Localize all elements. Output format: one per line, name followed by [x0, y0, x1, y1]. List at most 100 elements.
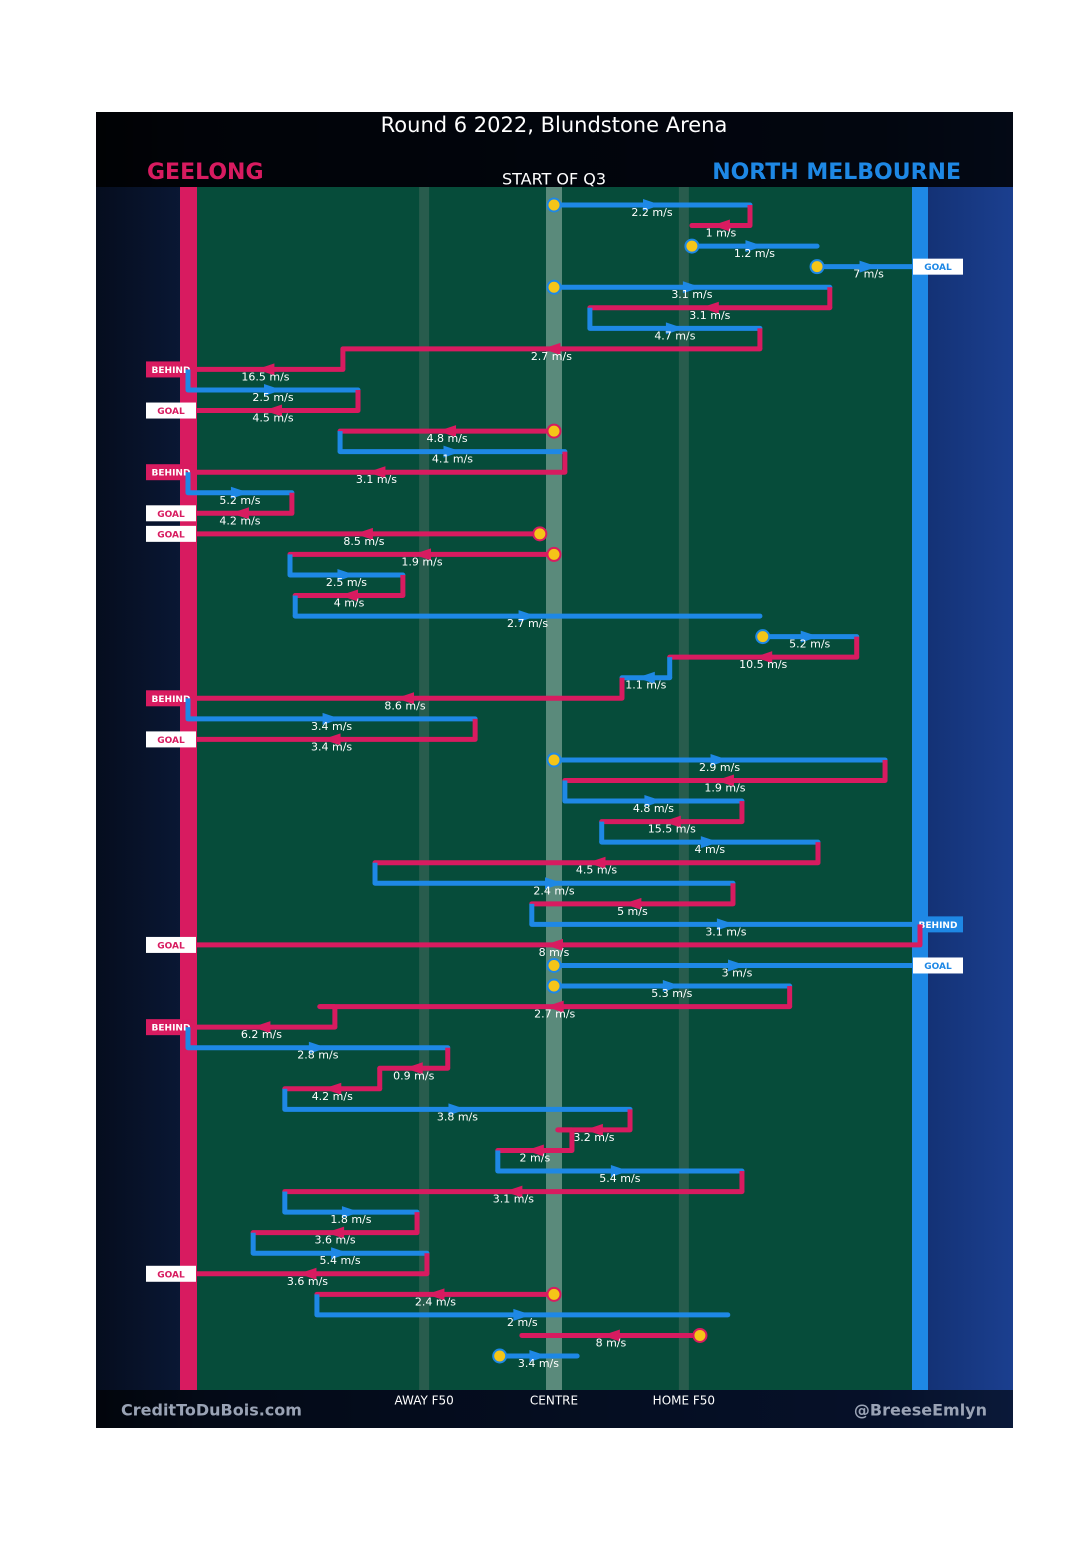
speed-label: 2 m/s	[520, 1151, 551, 1164]
field-line	[678, 187, 689, 1390]
result-box	[146, 731, 196, 748]
x-tick-label: CENTRE	[530, 1394, 578, 1408]
speed-label: 0.9 m/s	[393, 1069, 434, 1082]
speed-label: 5.4 m/s	[319, 1254, 360, 1267]
speed-label: 4.2 m/s	[312, 1090, 353, 1103]
result-box	[146, 525, 196, 542]
chart-title: Round 6 2022, Blundstone Arena	[381, 113, 728, 137]
result-label: GOAL	[157, 510, 185, 520]
team-left: GEELONG	[147, 160, 264, 185]
speed-label: 3.1 m/s	[493, 1193, 534, 1206]
stoppage	[546, 978, 562, 994]
speed-label: 16.5 m/s	[241, 370, 289, 383]
away-goal-bar	[912, 187, 928, 1390]
arrowhead	[340, 589, 359, 602]
speed-label: 6.2 m/s	[241, 1028, 282, 1041]
arrowhead	[331, 1247, 350, 1260]
speed-label: 8.6 m/s	[384, 699, 425, 712]
result-box	[146, 464, 196, 481]
arrowhead	[322, 733, 341, 746]
speed-label: 2 m/s	[507, 1316, 538, 1329]
arrowhead	[636, 671, 655, 684]
speed-label: 2.4 m/s	[533, 884, 574, 897]
stoppage	[546, 752, 562, 768]
result-box	[146, 936, 196, 953]
arrowhead	[413, 548, 432, 561]
arrowhead	[396, 692, 415, 705]
result-box	[146, 505, 196, 522]
stoppage	[546, 1286, 562, 1302]
arrowhead	[644, 795, 663, 808]
stoppage	[546, 546, 562, 562]
arrowhead	[443, 445, 462, 458]
speed-label: 4 m/s	[695, 843, 726, 856]
speed-label: 3 m/s	[722, 966, 753, 979]
stoppage	[684, 238, 700, 254]
result-box	[146, 690, 196, 707]
arrowhead	[308, 1041, 327, 1054]
arrowhead	[367, 466, 386, 479]
speed-label: 15.5 m/s	[648, 823, 696, 836]
speed-label: 3.2 m/s	[573, 1131, 614, 1144]
speed-label: 2.7 m/s	[534, 1008, 575, 1021]
speed-label: 5.2 m/s	[219, 494, 260, 507]
arrowhead	[715, 774, 734, 787]
arrowhead	[745, 240, 764, 253]
arrowhead	[682, 281, 701, 294]
subtitle: START OF Q3	[502, 170, 606, 189]
stoppage	[546, 279, 562, 295]
arrowhead	[584, 1123, 603, 1136]
arrowhead	[587, 856, 606, 869]
speed-label: 4.2 m/s	[219, 514, 260, 527]
speed-label: 4.7 m/s	[654, 329, 695, 342]
result-label: GOAL	[157, 1270, 185, 1280]
arrowhead	[252, 1021, 271, 1034]
arrowhead	[728, 959, 746, 972]
arrowhead	[601, 1329, 620, 1342]
result-label: BEHIND	[152, 1024, 191, 1034]
result-box	[913, 957, 963, 974]
speed-label: 2.2 m/s	[631, 206, 672, 219]
x-tick-label: HOME F50	[653, 1394, 715, 1408]
result-label: BEHIND	[919, 921, 958, 931]
arrowhead	[264, 404, 283, 417]
arrowhead	[754, 651, 773, 664]
arrowhead	[323, 1082, 342, 1095]
speed-label: 3.1 m/s	[705, 925, 746, 938]
result-label: BEHIND	[152, 469, 191, 479]
speed-label: 3.4 m/s	[311, 740, 352, 753]
result-label: BEHIND	[152, 366, 191, 376]
stoppage	[492, 1348, 508, 1364]
field-line	[546, 187, 562, 1390]
speed-label: 3.8 m/s	[437, 1110, 478, 1123]
arrowhead	[711, 219, 730, 232]
arrowhead	[710, 753, 729, 766]
speed-label: 5 m/s	[617, 905, 648, 918]
speed-label: 1 m/s	[706, 227, 737, 240]
result-label: GOAL	[157, 530, 185, 540]
stoppage	[532, 526, 548, 542]
speed-label: 1.2 m/s	[734, 247, 775, 260]
speed-label: 3.6 m/s	[315, 1234, 356, 1247]
speed-label: 4.5 m/s	[252, 412, 293, 425]
speed-label: 5.4 m/s	[599, 1172, 640, 1185]
arrowhead	[264, 383, 283, 396]
arrowhead	[404, 1062, 423, 1075]
speed-label: 3.1 m/s	[671, 288, 712, 301]
arrowhead	[426, 1288, 445, 1301]
arrowhead	[542, 342, 561, 355]
arrowhead	[341, 1206, 360, 1219]
speed-label: 2.7 m/s	[507, 617, 548, 630]
result-label: GOAL	[157, 736, 185, 746]
arrowhead	[504, 1185, 523, 1198]
arrowhead	[716, 918, 735, 931]
speed-label: 4 m/s	[334, 597, 365, 610]
arrowhead	[610, 1165, 629, 1178]
arrowhead	[322, 712, 341, 725]
speed-label: 3.6 m/s	[287, 1275, 328, 1288]
speed-label: 4.5 m/s	[576, 864, 617, 877]
arrowhead	[256, 363, 275, 376]
speed-label: 7 m/s	[853, 268, 884, 281]
speed-label: 3.1 m/s	[689, 309, 730, 322]
arrowhead	[513, 1308, 532, 1321]
